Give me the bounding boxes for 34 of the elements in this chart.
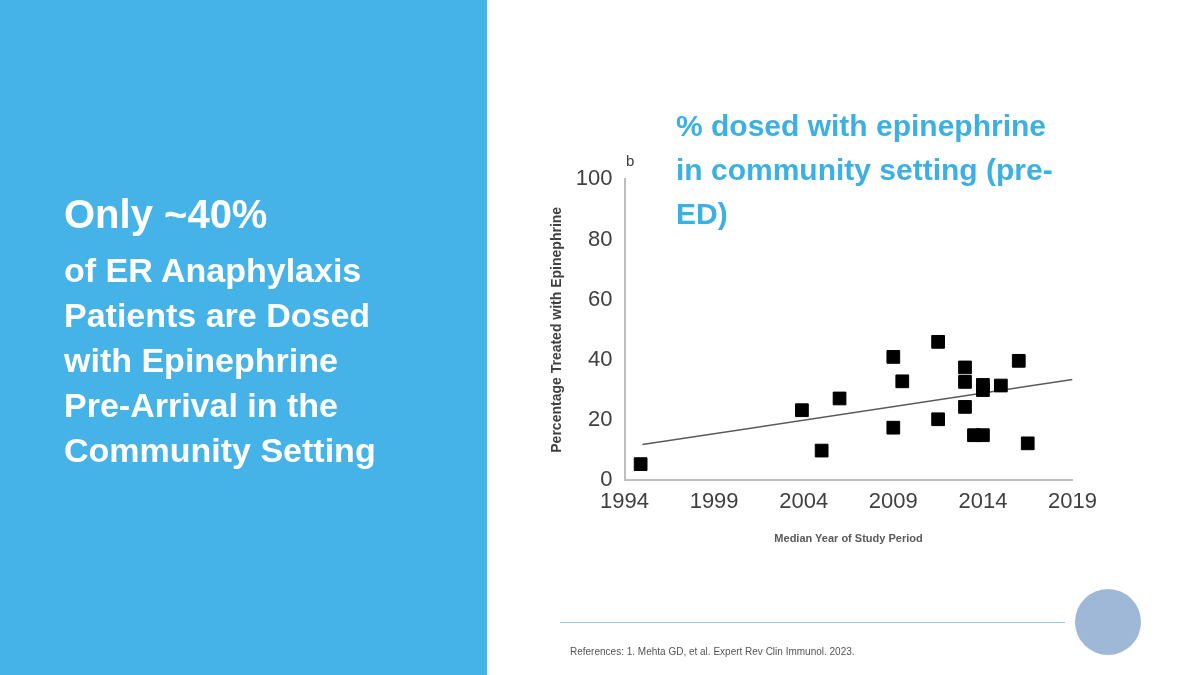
y-tick-label: 20 bbox=[588, 406, 613, 432]
x-tick-label: 2004 bbox=[779, 487, 829, 513]
point bbox=[814, 443, 829, 458]
chart-title: % dosed with epinephrine in community setting (pre-ED) bbox=[676, 108, 1054, 232]
point bbox=[795, 403, 809, 418]
point bbox=[958, 360, 972, 375]
text: References: 1. Mehta GD, et al. Expert Rev Clin Immunol. 2023. bbox=[570, 646, 855, 657]
point bbox=[1020, 436, 1035, 451]
x-tick-label: 2009 bbox=[868, 487, 918, 513]
y-axis-title: Percentage Treated with Epinephrine bbox=[548, 206, 565, 453]
text: b bbox=[626, 152, 635, 169]
point bbox=[993, 378, 1008, 393]
y-tick-label: 40 bbox=[588, 345, 613, 371]
point bbox=[931, 412, 945, 427]
point bbox=[976, 428, 990, 443]
point bbox=[886, 420, 901, 435]
point bbox=[958, 375, 972, 389]
y-tick-label: 100 bbox=[575, 165, 613, 191]
y-tick-label: 60 bbox=[588, 285, 613, 311]
text: of ER Anaphylaxis Patients are Dosed with Epinephrine Pre-Arrival in the Community Setting bbox=[64, 250, 377, 471]
point bbox=[832, 391, 847, 406]
y-tick-label: 80 bbox=[588, 225, 613, 251]
point bbox=[886, 350, 901, 364]
point bbox=[895, 374, 910, 389]
point bbox=[976, 383, 990, 397]
x-axis-title: Median Year of Study Period bbox=[774, 532, 923, 545]
x-tick-label: 1999 bbox=[689, 487, 739, 513]
point bbox=[1011, 353, 1026, 368]
x-tick-label: 2019 bbox=[1048, 487, 1098, 513]
text: Only ~40% bbox=[64, 192, 268, 237]
point bbox=[633, 457, 648, 471]
point bbox=[958, 400, 972, 414]
point bbox=[931, 334, 945, 349]
x-tick-label: 2014 bbox=[958, 487, 1008, 513]
